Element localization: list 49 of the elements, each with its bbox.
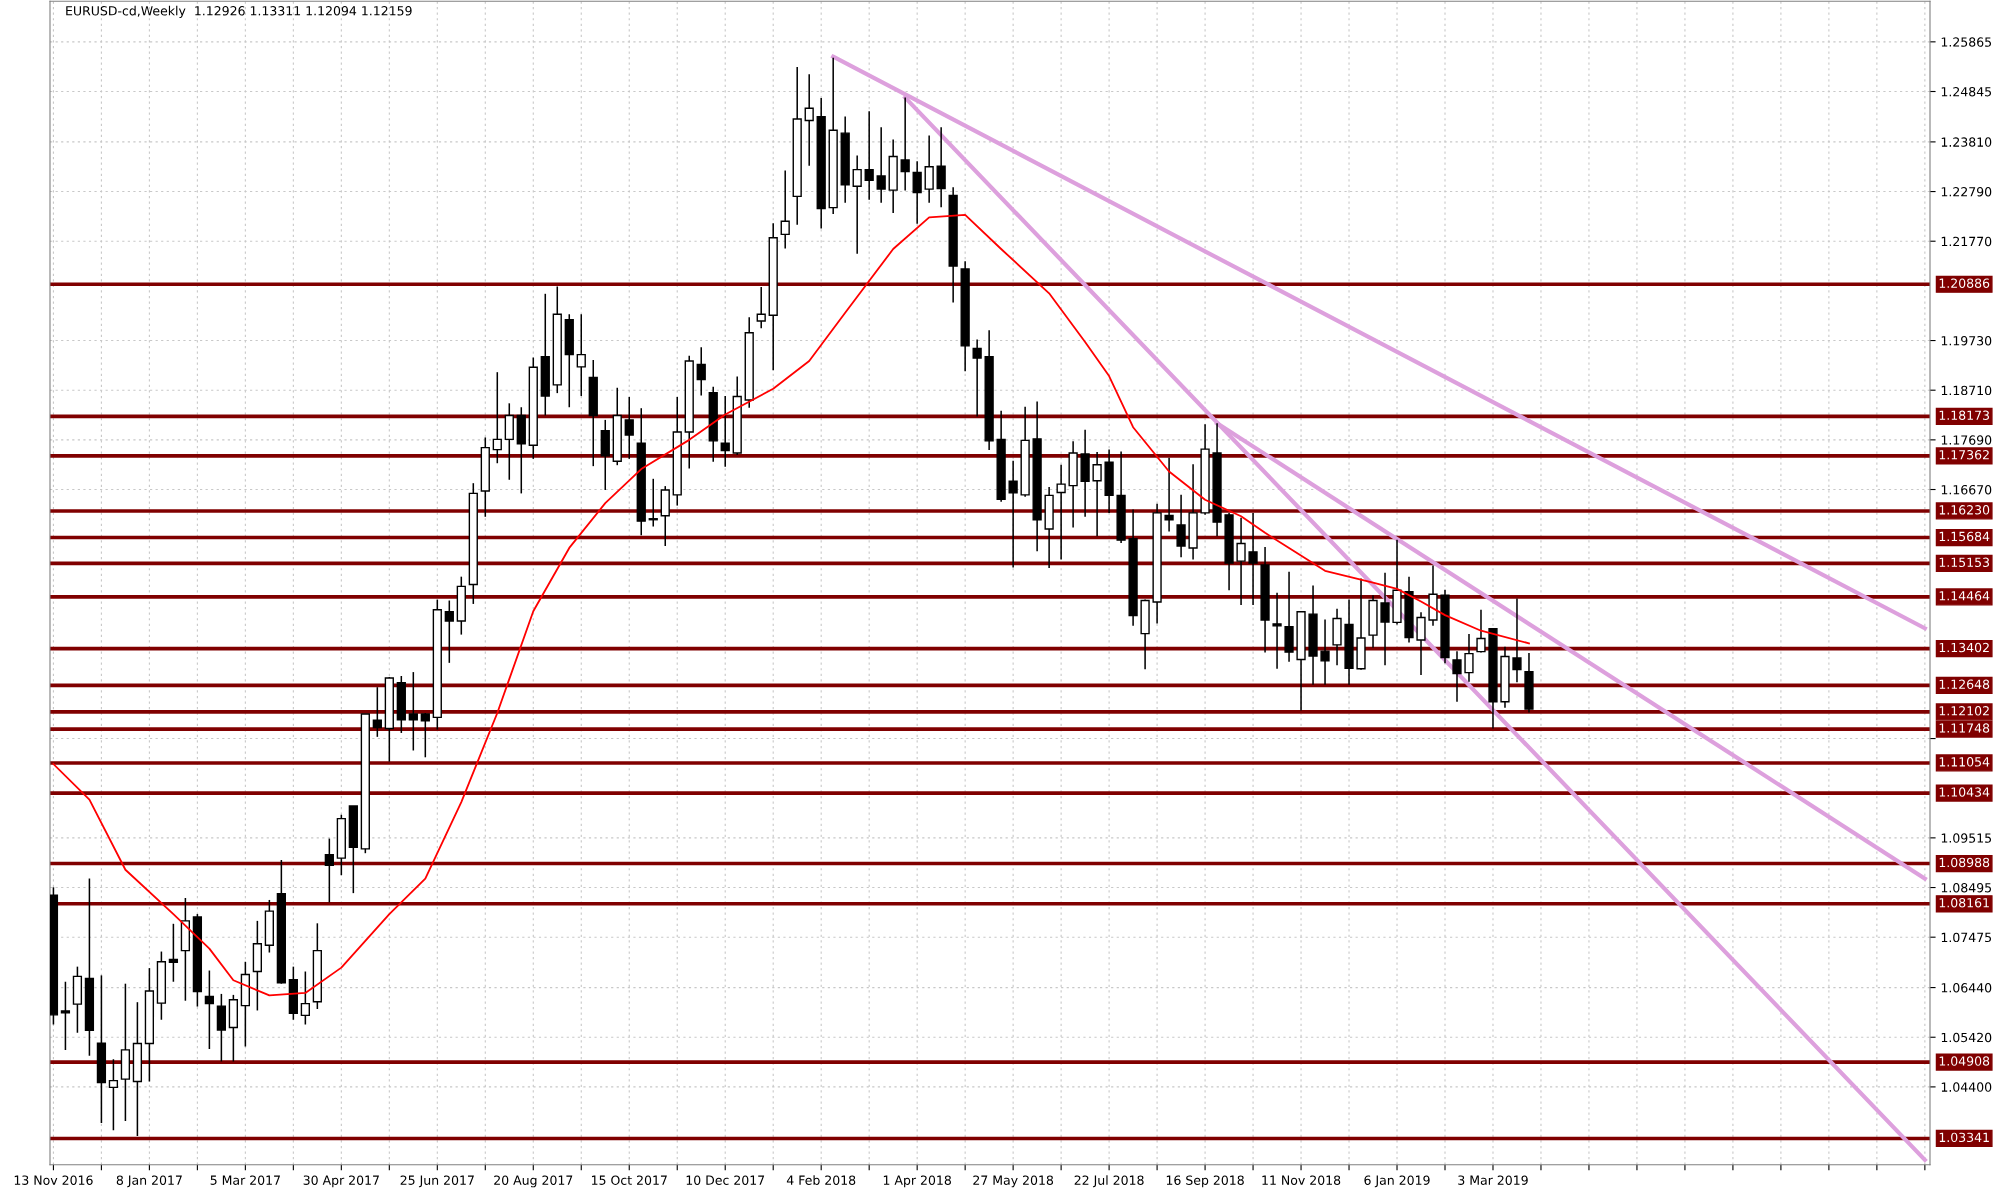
y-tick-label: 1.09515	[1941, 833, 1992, 843]
x-tick-label: 1 Apr 2018	[883, 1175, 951, 1188]
ref-line-label: 1.18173	[1939, 410, 1990, 420]
ref-line-label: 1.14464	[1939, 591, 1990, 601]
ref-line-label: 1.12648	[1939, 679, 1990, 689]
x-tick-label: 13 Nov 2016	[14, 1175, 93, 1185]
x-tick-label: 3 Mar 2019	[1458, 1175, 1528, 1185]
y-tick-label: 1.04400	[1941, 1082, 1992, 1092]
ref-line-label: 1.13402	[1939, 642, 1989, 653]
x-tick-label: 30 Apr 2017	[303, 1175, 379, 1188]
chart-title: EURUSD-cd,Weekly 1.12926 1.13311 1.12094 1.12159	[66, 5, 412, 18]
ref-line-label: 1.17362	[1939, 450, 1989, 460]
y-tick-label: 1.07475	[1941, 932, 1992, 943]
x-tick-label: 25 Jun 2017	[400, 1175, 474, 1188]
ref-line-label: 1.08988	[1939, 857, 1990, 868]
y-tick-label: 1.24845	[1941, 86, 1992, 97]
y-tick-label: 1.08495	[1941, 883, 1992, 893]
y-tick-label: 1.16670	[1941, 484, 1992, 495]
x-tick-label: 6 Jan 2019	[1364, 1175, 1430, 1188]
ref-line-label: 1.03341	[1939, 1132, 1989, 1143]
ref-line-label: 1.08161	[1939, 897, 1989, 908]
y-tick-label: 1.06440	[1941, 983, 1992, 993]
ref-line-label: 1.15684	[1939, 531, 1990, 542]
ref-line-label: 1.20886	[1939, 278, 1990, 288]
ref-line-label: 1.16230	[1939, 505, 1990, 515]
x-tick-label: 4 Feb 2018	[786, 1175, 856, 1185]
y-tick-label: 1.23810	[1941, 137, 1992, 147]
ref-line-label: 1.04908	[1939, 1056, 1990, 1066]
y-tick-label: 1.21770	[1941, 236, 1992, 247]
x-tick-label: 11 Nov 2018	[1262, 1175, 1341, 1185]
y-tick-label: 1.19730	[1941, 336, 1992, 346]
y-tick-label: 1.05420	[1941, 1032, 1992, 1043]
x-tick-label: 27 May 2018	[973, 1175, 1054, 1188]
y-tick-label: 1.22790	[1941, 187, 1992, 197]
ref-line-label: 1.12102	[1939, 706, 1989, 716]
x-tick-label: 10 Dec 2017	[686, 1175, 765, 1185]
ref-line-label: 1.10434	[1939, 787, 1990, 797]
x-tick-label: 15 Oct 2017	[591, 1175, 667, 1185]
y-tick-label: 1.17690	[1941, 435, 1992, 445]
ref-line-label: 1.11748	[1939, 723, 1990, 733]
x-tick-label: 8 Jan 2017	[116, 1175, 182, 1188]
ref-line-label: 1.15153	[1939, 557, 1990, 567]
x-tick-label: 22 Jul 2018	[1074, 1175, 1144, 1188]
x-tick-label: 20 Aug 2017	[494, 1175, 573, 1188]
x-tick-label: 5 Mar 2017	[210, 1175, 280, 1185]
y-tick-label: 1.25865	[1941, 37, 1992, 47]
x-tick-label: 16 Sep 2018	[1166, 1175, 1244, 1188]
ref-line-label: 1.11054	[1939, 757, 1990, 767]
y-tick-label: 1.18710	[1941, 385, 1992, 396]
